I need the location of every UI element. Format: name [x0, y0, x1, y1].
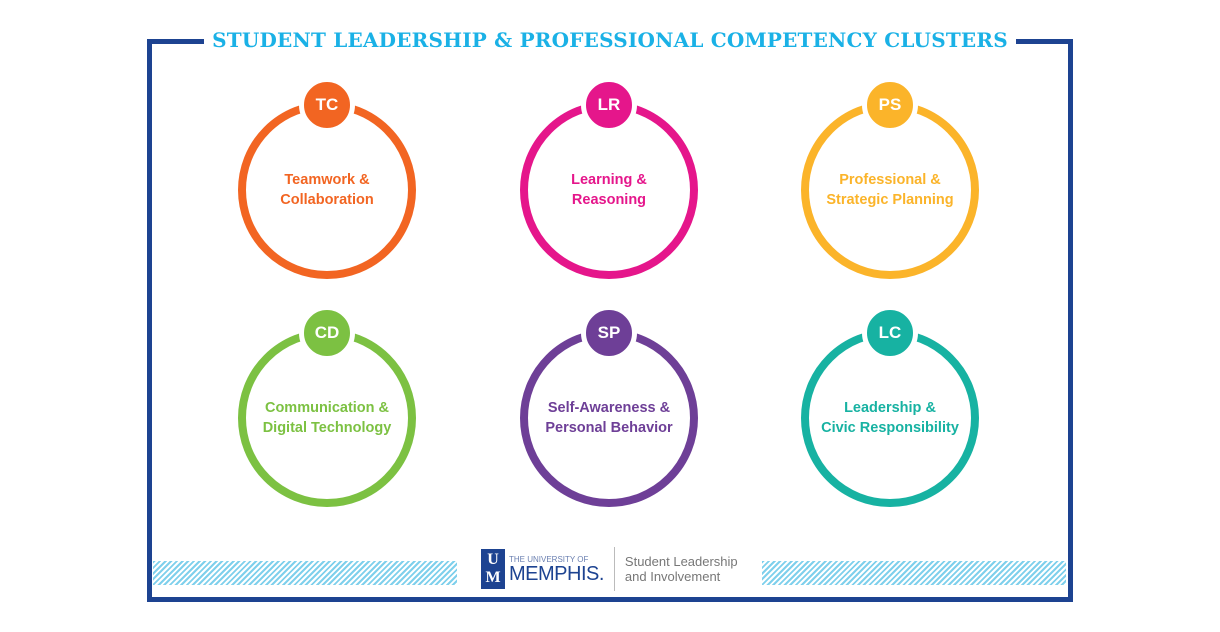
logo-big-text: MEMPHIS. — [509, 562, 604, 585]
cluster-badge: CD — [299, 305, 355, 361]
stripe-decoration-left — [153, 561, 457, 585]
department-name: Student Leadership and Involvement — [625, 554, 738, 584]
dept-line1: Student Leadership — [624, 554, 738, 569]
page-title: STUDENT LEADERSHIP & PROFESSIONAL COMPET… — [0, 28, 1220, 52]
dept-line2: and Involvement — [624, 569, 721, 584]
cluster-label: Leadership & Civic Responsibility — [821, 400, 959, 436]
cluster-badge: TC — [299, 77, 355, 133]
cluster-label: Professional & Strategic Planning — [826, 172, 954, 208]
cluster-badge: LR — [581, 77, 637, 133]
cluster-label: Self-Awareness & Personal Behavior — [545, 400, 673, 436]
title-text: STUDENT LEADERSHIP & PROFESSIONAL COMPET… — [204, 28, 1016, 52]
cluster-label: Communication & Digital Technology — [262, 400, 392, 436]
logo-divider — [613, 547, 615, 591]
frame-border — [147, 39, 1073, 602]
cluster-badge: SP — [581, 305, 637, 361]
cluster-label: Learning & Reasoning — [571, 172, 647, 208]
cluster-badge: PS — [862, 77, 918, 133]
cluster-badge: LC — [862, 305, 918, 361]
frame-top-left — [147, 39, 207, 44]
logo-small-text: THE UNIVERSITY OF — [509, 554, 589, 564]
university-name: THE UNIVERSITY OF MEMPHIS. — [509, 555, 604, 584]
frame-top-right — [1016, 39, 1073, 44]
stripe-decoration-right — [762, 561, 1066, 585]
cluster-label: Teamwork & Collaboration — [280, 172, 374, 208]
